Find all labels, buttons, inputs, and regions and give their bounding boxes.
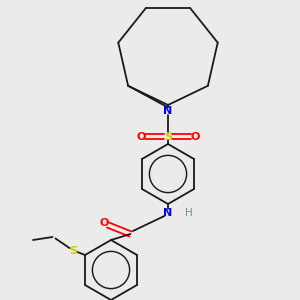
Text: O: O — [136, 131, 146, 142]
Text: N: N — [164, 106, 172, 116]
Text: N: N — [164, 208, 172, 218]
Text: S: S — [164, 131, 172, 142]
Text: O: O — [190, 131, 200, 142]
Text: H: H — [185, 208, 193, 218]
Text: O: O — [100, 218, 109, 229]
Text: S: S — [70, 245, 77, 256]
